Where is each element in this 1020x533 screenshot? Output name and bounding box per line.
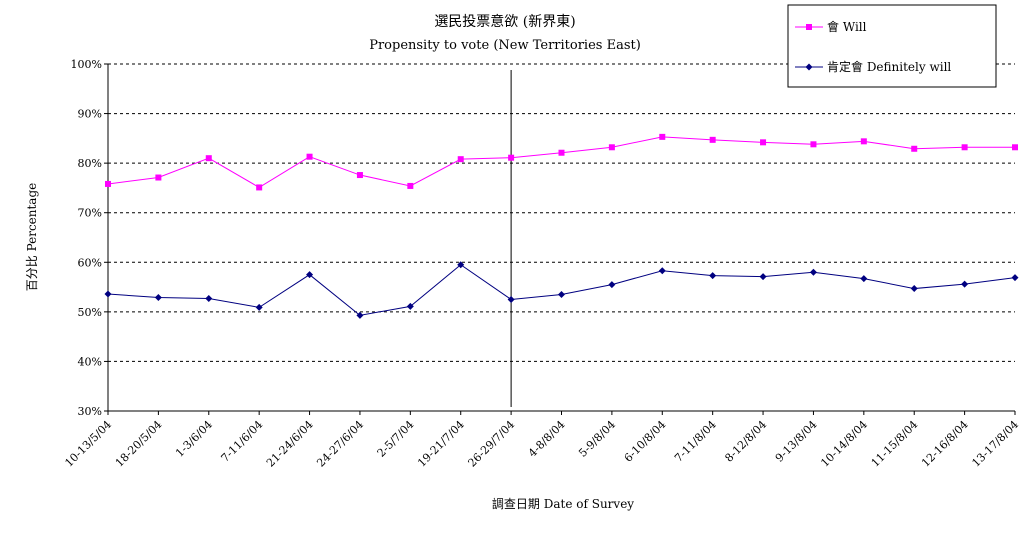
legend-label: 肯定會 Definitely will [827,59,951,74]
x-tick-label: 8-12/8/04 [722,418,769,465]
y-tick-label: 50% [78,306,102,319]
x-tick-label: 19-21/7/04 [415,418,467,470]
x-tick-label: 26-29/7/04 [466,418,518,470]
data-point [709,272,717,280]
data-point [104,290,112,298]
legend: 會 Will 肯定會 Definitely will [787,4,997,88]
x-tick-label: 5-9/8/04 [576,418,618,460]
data-point [810,141,817,148]
data-point [961,280,969,288]
data-point [457,156,464,163]
data-point [658,267,666,275]
series-line-0 [107,136,1015,189]
data-point [608,281,616,289]
x-axis-label: 調查日期 Date of Survey [492,497,634,511]
data-point [1012,144,1018,151]
data-point [911,145,918,152]
y-axis-label: 百分比 Percentage [25,183,39,292]
chart-subtitle: Propensity to vote (New Territories East… [369,38,641,53]
x-tick-label: 1-3/6/04 [173,418,215,460]
legend-swatch-marker [806,24,812,30]
y-tick-label: 90% [78,108,102,121]
data-point [356,172,363,179]
data-point [105,180,111,187]
data-point [1011,274,1019,282]
plot-area: 30% 40% 50% 60% 70% 80% 90% 100% 10-13/5/0418-20… [62,58,1020,470]
x-tick-label: 6-10/8/04 [622,418,669,465]
x-tick-label: 10-14/8/04 [818,418,870,470]
data-point [155,174,162,181]
data-point [457,261,465,269]
data-point [306,153,313,160]
x-tick-label: 18-20/5/04 [113,418,165,470]
series-line-1 [107,264,1016,316]
data-point [256,184,263,191]
x-tick-label: 4-8/8/04 [526,418,568,460]
data-point [406,302,414,310]
data-point [760,139,767,146]
data-point [709,136,716,143]
data-point [961,144,968,151]
x-tick-label: 11-15/8/04 [869,418,921,470]
data-point [306,271,314,279]
y-tick-label: 100% [71,58,102,71]
data-point [659,133,666,140]
data-point [558,149,565,156]
data-point [508,154,515,161]
y-tick-label: 30% [78,405,102,418]
data-point [205,155,212,162]
y-tick-label: 60% [78,256,102,269]
y-tick-label: 70% [78,207,102,220]
data-point [558,291,565,299]
x-tick-label: 10-13/5/04 [62,418,114,470]
y-tick-label: 40% [78,355,102,368]
x-tick-label: 7-11/8/04 [672,418,719,465]
data-point [608,144,615,151]
data-point [759,273,767,281]
data-point [507,295,515,303]
legend-box [787,4,997,88]
x-tick-label: 13-17/8/04 [969,418,1020,470]
x-tick-label: 2-5/7/04 [375,418,417,460]
data-point [255,303,263,311]
legend-swatch-marker [805,63,813,71]
data-point [860,275,868,283]
x-tick-label: 21-24/6/04 [264,418,316,470]
x-tick-label: 12-16/8/04 [919,418,971,470]
data-point [407,182,414,189]
data-point [910,285,918,293]
chart-title: 選民投票意欲 (新界東) [434,13,575,30]
data-point [356,311,364,319]
x-tick-label: 9-13/8/04 [773,418,820,465]
legend-label: 會 Will [827,20,867,34]
data-point [154,293,162,301]
y-tick-label: 80% [78,157,102,170]
data-point [809,268,817,276]
data-point [860,138,867,145]
x-tick-label: 7-11/6/04 [219,418,266,465]
x-tick-label: 24-27/6/04 [314,418,366,470]
data-point [205,294,213,302]
